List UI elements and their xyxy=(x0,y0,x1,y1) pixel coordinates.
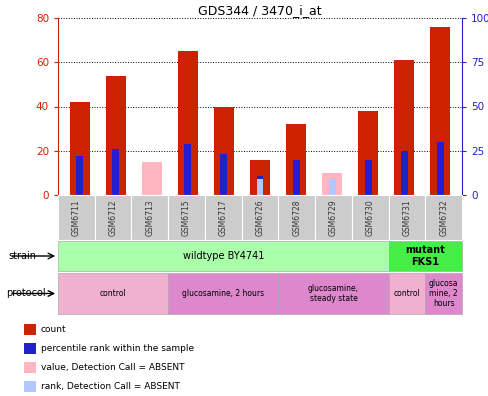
Bar xyxy=(322,173,342,195)
Bar xyxy=(70,102,89,195)
Text: protocol: protocol xyxy=(6,289,45,299)
Bar xyxy=(400,151,407,195)
Bar xyxy=(178,51,197,195)
Bar xyxy=(184,144,191,195)
Bar xyxy=(142,162,162,195)
Bar xyxy=(58,273,168,314)
Text: control: control xyxy=(100,289,126,298)
Text: strain: strain xyxy=(8,251,36,261)
Bar xyxy=(429,27,449,195)
Bar xyxy=(328,179,335,195)
Bar xyxy=(436,142,443,195)
Title: GDS344 / 3470_i_at: GDS344 / 3470_i_at xyxy=(198,4,321,17)
Bar xyxy=(168,273,278,314)
Bar xyxy=(131,195,168,240)
Text: GSM6726: GSM6726 xyxy=(255,199,264,236)
Bar xyxy=(292,160,299,195)
Bar xyxy=(105,76,125,195)
Text: glucosamine,
steady state: glucosamine, steady state xyxy=(307,284,358,303)
Bar xyxy=(388,195,425,240)
Bar xyxy=(358,111,377,195)
Bar xyxy=(388,273,425,314)
Bar xyxy=(278,273,388,314)
Bar xyxy=(388,241,461,271)
Text: mutant
FKS1: mutant FKS1 xyxy=(405,245,444,267)
Bar xyxy=(76,156,83,195)
Bar xyxy=(168,195,204,240)
Text: rank, Detection Call = ABSENT: rank, Detection Call = ABSENT xyxy=(41,382,180,391)
Bar xyxy=(220,154,227,195)
Bar xyxy=(256,179,263,195)
Text: glucosamine, 2 hours: glucosamine, 2 hours xyxy=(182,289,264,298)
Bar xyxy=(214,107,233,195)
Text: control: control xyxy=(393,289,419,298)
Text: GSM6713: GSM6713 xyxy=(145,199,154,236)
Text: GSM6712: GSM6712 xyxy=(108,199,117,236)
Text: GSM6731: GSM6731 xyxy=(402,199,410,236)
Text: value, Detection Call = ABSENT: value, Detection Call = ABSENT xyxy=(41,363,184,372)
Text: GSM6732: GSM6732 xyxy=(438,199,447,236)
Text: wildtype BY4741: wildtype BY4741 xyxy=(182,251,264,261)
Bar xyxy=(351,195,388,240)
Bar xyxy=(314,195,351,240)
Bar xyxy=(24,324,36,335)
Text: count: count xyxy=(41,325,66,334)
Bar xyxy=(58,195,95,240)
Bar xyxy=(285,124,305,195)
Text: percentile rank within the sample: percentile rank within the sample xyxy=(41,344,194,353)
Text: GSM6715: GSM6715 xyxy=(182,199,191,236)
Text: GSM6728: GSM6728 xyxy=(292,199,301,236)
Bar xyxy=(241,195,278,240)
Text: glucosa
mine, 2
hours: glucosa mine, 2 hours xyxy=(428,279,457,308)
Bar xyxy=(364,160,371,195)
Bar xyxy=(278,195,314,240)
Bar xyxy=(204,195,241,240)
Bar xyxy=(95,195,131,240)
Text: GSM6730: GSM6730 xyxy=(365,199,374,236)
Bar xyxy=(112,149,119,195)
Bar xyxy=(24,362,36,373)
Bar xyxy=(58,241,388,271)
Text: GSM6711: GSM6711 xyxy=(72,199,81,236)
Bar xyxy=(24,343,36,354)
Text: GSM6729: GSM6729 xyxy=(328,199,337,236)
Bar xyxy=(249,160,269,195)
Bar xyxy=(24,381,36,392)
Bar xyxy=(425,273,461,314)
Text: GSM6717: GSM6717 xyxy=(218,199,227,236)
Bar xyxy=(256,175,263,195)
Bar xyxy=(425,195,461,240)
Bar xyxy=(393,60,413,195)
